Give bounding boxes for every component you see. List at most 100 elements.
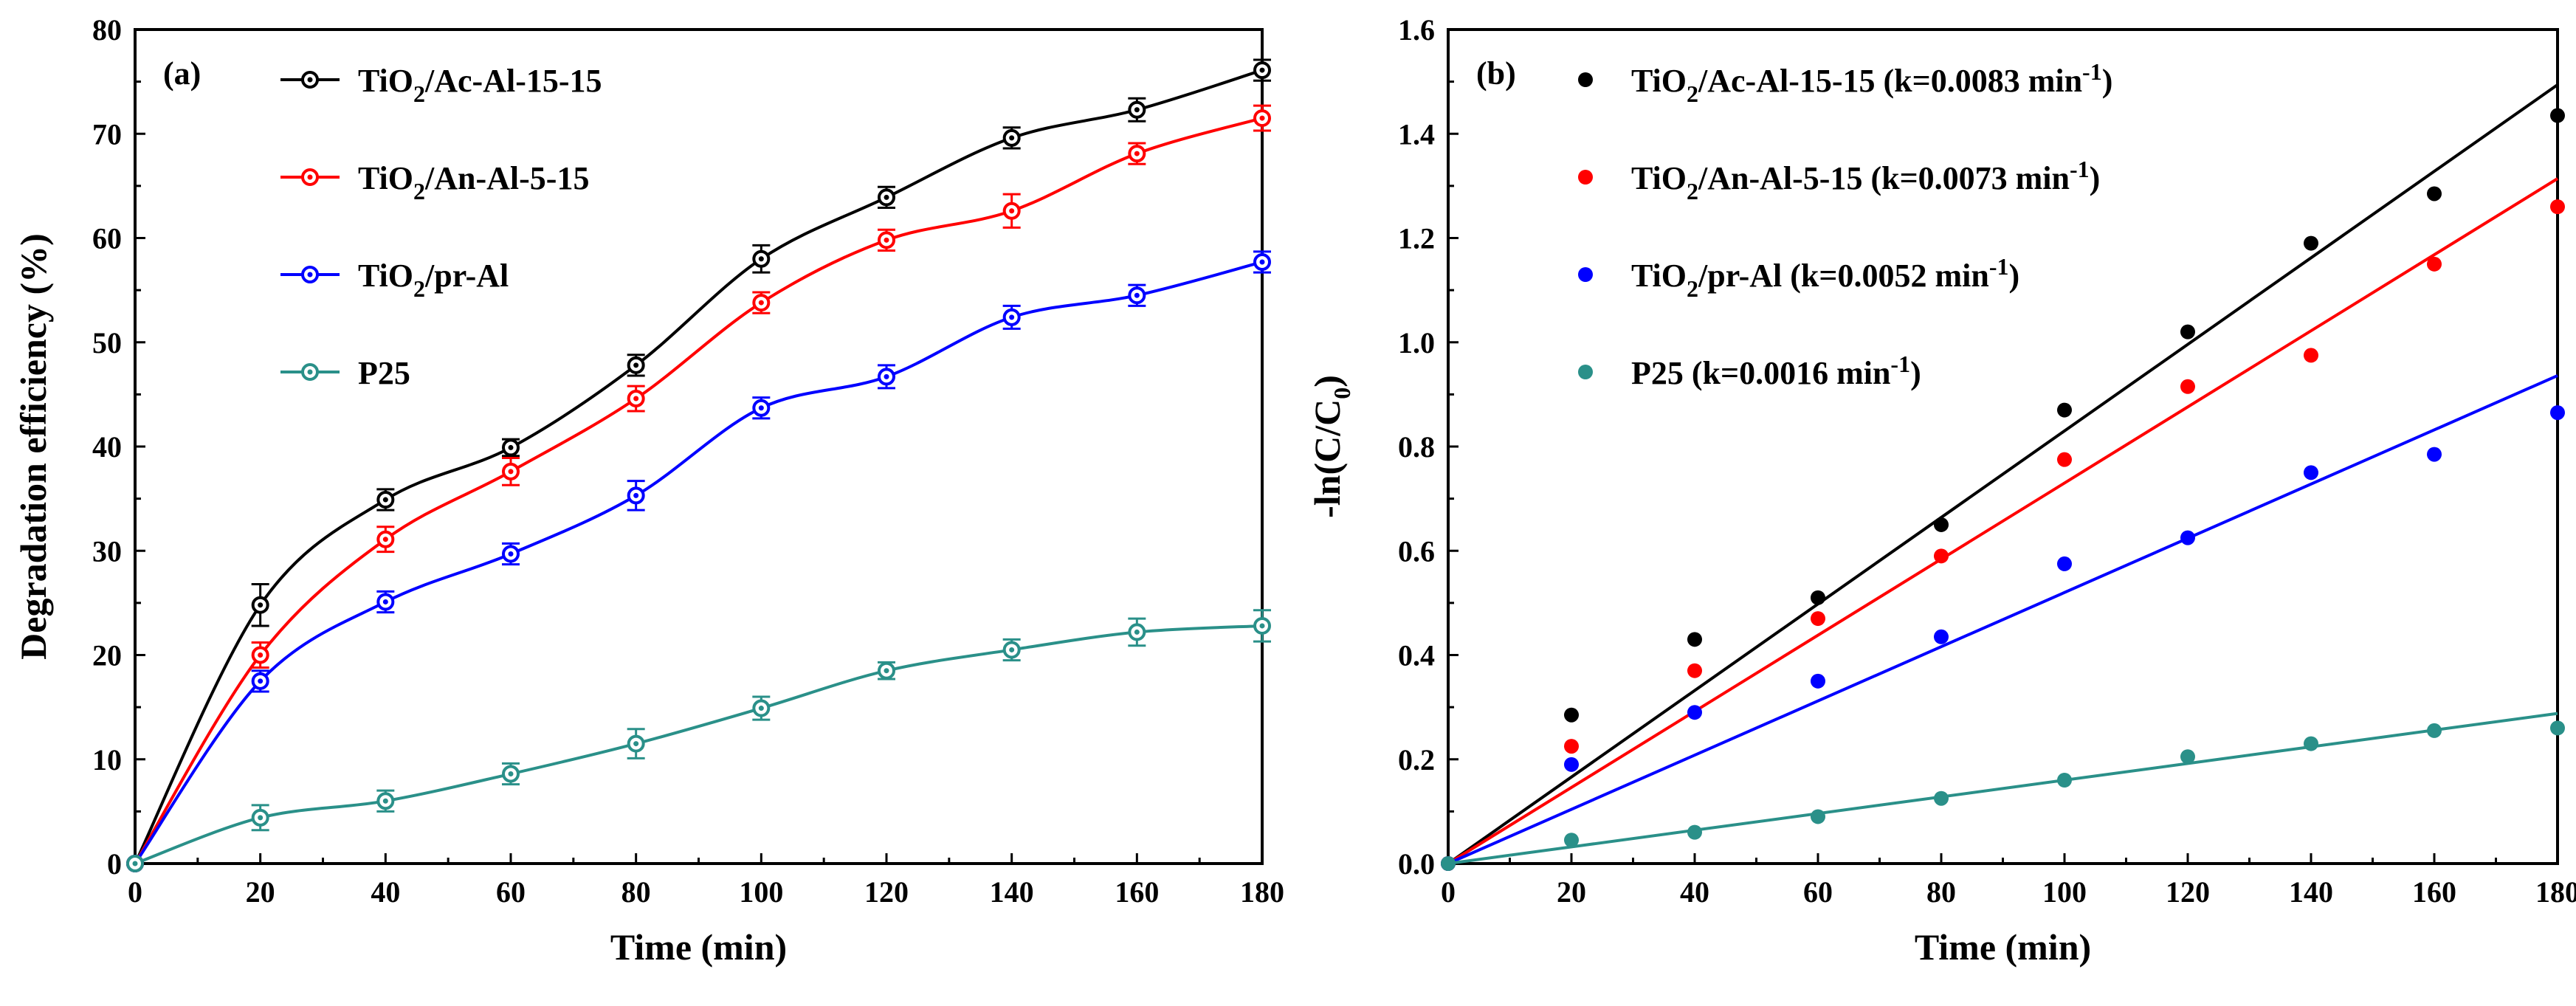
text-part: /An-Al-5-15 (k=0.0073 min (1698, 160, 2070, 196)
data-point-dot (633, 492, 639, 498)
data-point (2180, 379, 2195, 394)
data-point (2304, 736, 2318, 751)
data-point-dot (1009, 314, 1015, 320)
data-point (2427, 447, 2442, 462)
data-point-dot (508, 771, 514, 777)
x-tick-label: 140 (990, 875, 1034, 909)
data-point (2057, 556, 2072, 571)
data-point (1934, 517, 1949, 532)
data-point (2550, 199, 2565, 215)
y-tick-label: 80 (92, 13, 122, 46)
text-part: /pr-Al (k=0.0052 min (1698, 258, 1989, 294)
data-point (2180, 324, 2195, 340)
text-part: /Ac-Al-15-15 (k=0.0083 min (1698, 63, 2082, 99)
data-point (2304, 465, 2318, 480)
data-point (2427, 186, 2442, 201)
data-point-dot (508, 469, 514, 475)
data-point-dot (382, 599, 388, 604)
legend-marker-dot (307, 77, 313, 83)
series-0 (1441, 83, 2565, 871)
y-axis-label: Degradation efficiency (%) (13, 233, 54, 660)
y-tick-label: 50 (92, 326, 122, 359)
series-line (134, 261, 1263, 865)
data-point (1811, 590, 1825, 605)
text-part: -1 (1989, 253, 2009, 280)
text-part: P25 (358, 355, 410, 391)
data-point (1687, 632, 1702, 647)
text-part: TiO (358, 160, 413, 196)
data-point-dot (633, 741, 639, 747)
x-tick-label: 20 (1557, 875, 1586, 909)
text-part: -1 (1890, 351, 1910, 377)
fit-line (1447, 177, 2559, 865)
series-line (134, 624, 1263, 865)
text-part: 2 (413, 80, 425, 107)
legend-item: TiO2/Ac-Al-15-15 (280, 63, 602, 107)
series-line (134, 69, 1263, 864)
series-0 (126, 58, 1271, 872)
data-point-dot (258, 602, 264, 608)
legend-label: TiO2/Ac-Al-15-15 (k=0.0083 min-1) (1631, 58, 2112, 107)
data-point (2550, 405, 2565, 421)
text-part: 0 (1329, 387, 1355, 399)
x-tick-label: 160 (2412, 875, 2456, 909)
data-point (1811, 673, 1825, 689)
data-point-dot (508, 444, 514, 450)
text-part: TiO (358, 63, 413, 99)
x-tick-label: 180 (1240, 875, 1284, 909)
x-tick-label: 160 (1115, 875, 1159, 909)
data-point (1811, 611, 1825, 627)
legend-item: TiO2/pr-Al (k=0.0052 min-1) (1578, 253, 2019, 302)
data-point-dot (1009, 135, 1015, 141)
y-tick-label: 60 (92, 222, 122, 255)
y-axis-label: -ln(C/C0) (1306, 375, 1355, 518)
data-point-dot (508, 551, 514, 557)
data-point (2057, 773, 2072, 788)
legend-marker-dot (307, 272, 313, 278)
data-point (2550, 108, 2565, 123)
x-tick-label: 80 (621, 875, 651, 909)
text-part: -1 (2082, 58, 2102, 85)
plot-frame (134, 28, 1264, 865)
legend-marker (1578, 267, 1593, 282)
legend-item: TiO2/An-Al-5-15 (280, 160, 589, 204)
data-point-dot (1009, 647, 1015, 652)
data-point (1564, 833, 1579, 848)
x-tick-label: 20 (246, 875, 275, 909)
text-part: ) (2102, 63, 2113, 99)
legend-label: TiO2/pr-Al (358, 258, 509, 302)
legend-marker-dot (307, 369, 313, 375)
data-point-dot (758, 300, 764, 306)
legend-marker (1578, 365, 1593, 379)
y-tick-label: 0.8 (1398, 430, 1435, 464)
data-point (1564, 757, 1579, 772)
text-part: ) (2008, 258, 2019, 294)
text-part: 2 (1687, 80, 1698, 107)
legend-item: P25 (280, 355, 410, 391)
y-tick-label: 1.6 (1398, 13, 1435, 46)
data-point (1687, 824, 1702, 840)
data-point (2550, 720, 2565, 736)
legend-item: P25 (k=0.0016 min-1) (1578, 351, 1921, 391)
legend-item: TiO2/pr-Al (280, 258, 509, 302)
text-part: -1 (2070, 156, 2090, 182)
data-point (2180, 530, 2195, 545)
data-point-dot (884, 373, 889, 379)
data-point (1934, 790, 1949, 806)
legend-marker (1578, 72, 1593, 87)
series-1 (1441, 177, 2565, 871)
x-tick-label: 100 (739, 875, 783, 909)
data-point (2057, 402, 2072, 418)
data-point-dot (1134, 292, 1140, 298)
y-tick-label: 1.2 (1398, 222, 1435, 255)
data-point-dot (633, 396, 639, 402)
data-point-dot (1009, 208, 1015, 214)
data-point-dot (1134, 151, 1140, 156)
legend-marker (1578, 170, 1593, 185)
y-tick-label: 1.4 (1398, 117, 1435, 151)
data-point-dot (758, 256, 764, 262)
y-tick-label: 0.0 (1398, 847, 1435, 881)
data-point (2427, 723, 2442, 738)
x-tick-label: 40 (1680, 875, 1709, 909)
